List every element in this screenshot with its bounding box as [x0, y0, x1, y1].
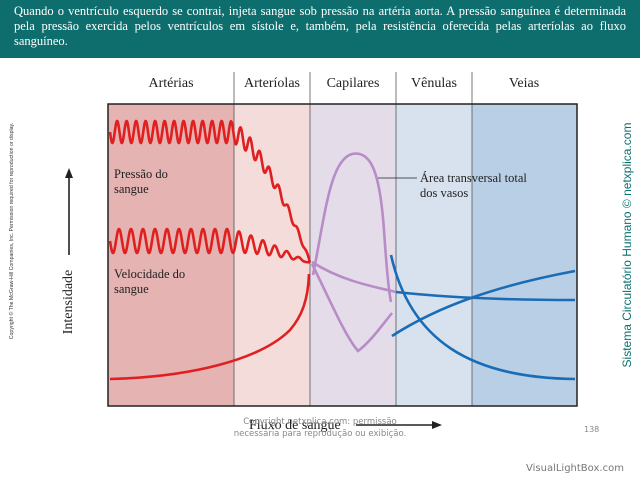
- header-veias: Veias: [509, 76, 539, 91]
- region-arterias: [108, 104, 234, 406]
- caption-text: Quando o ventrículo esquerdo se contrai,…: [14, 4, 626, 48]
- venous-velocity-curve: [391, 269, 576, 338]
- blood-velocity-curve: [108, 227, 311, 264]
- venous-pressure-curve: [395, 290, 576, 302]
- footer-copyright: Copyright netxplica.com: permissão neces…: [190, 416, 450, 440]
- plot-frame: [107, 103, 578, 407]
- label-area-line1: Área transversal total: [420, 171, 527, 185]
- label-pressao-line2: sangue: [114, 182, 149, 196]
- low-red-curve: [109, 273, 311, 381]
- region-veias: [472, 104, 577, 406]
- y-axis-label: Intensidade: [61, 270, 76, 335]
- region-venulas: [396, 104, 472, 406]
- region-capilares: [310, 104, 396, 406]
- blood-pressure-curve: [108, 119, 312, 263]
- header-capilares: Capilares: [327, 76, 380, 91]
- velocity-tail-purple: [310, 263, 394, 353]
- header-arteriolas: Arteríolas: [244, 76, 300, 91]
- watermark: VisualLightBox.com: [526, 463, 624, 474]
- cross-section-area-curve: [311, 152, 393, 303]
- venous-area-curve: [389, 254, 576, 381]
- caption-banner: Quando o ventrículo esquerdo se contrai,…: [0, 0, 640, 58]
- header-arterias: Artérias: [148, 76, 193, 91]
- side-brand: Sistema Circulatório Humano © netxplica.…: [620, 122, 634, 368]
- page-number: 138: [584, 425, 600, 434]
- label-velocidade-line2: sangue: [114, 282, 149, 296]
- label-velocidade-line1: Velocidade do: [114, 267, 185, 281]
- side-copyright: Copyright © The McGraw-Hill Companies, I…: [9, 122, 15, 340]
- label-area-line2: dos vasos: [420, 186, 468, 200]
- y-axis-arrowhead: [65, 168, 73, 178]
- footer-line-1: Copyright netxplica.com: permissão: [243, 417, 397, 427]
- x-axis-arrowhead: [432, 421, 442, 429]
- x-axis-label: Fluxo de sangue: [249, 418, 341, 433]
- circulation-diagram: Artérias Arteríolas Capilares Vênulas Ve…: [61, 72, 578, 433]
- footer-line-2: necessária para reprodução ou exibição.: [233, 429, 407, 439]
- label-pressao-line1: Pressão do: [114, 167, 168, 181]
- pressure-tail-purple: [311, 260, 397, 294]
- header-venulas: Vênulas: [411, 76, 457, 91]
